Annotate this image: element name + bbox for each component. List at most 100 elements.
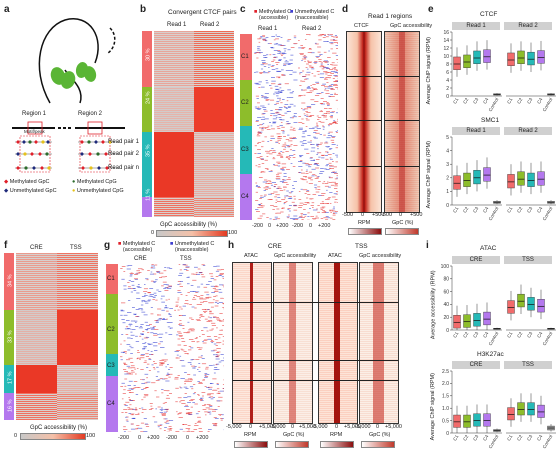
read-segment <box>264 93 269 94</box>
read-segment <box>298 95 302 97</box>
read-segment <box>325 36 329 38</box>
read-segment <box>153 363 157 364</box>
read-segment <box>276 76 281 78</box>
read-segment <box>128 357 133 359</box>
read-segment <box>327 34 329 35</box>
y-tick-label: 0.5 <box>442 418 449 424</box>
x-tick-label: C2 <box>462 97 469 105</box>
read-segment <box>153 273 157 275</box>
read-segment <box>288 70 293 71</box>
read-segment <box>302 143 307 144</box>
read-segment <box>165 397 170 399</box>
read-segment <box>140 304 144 306</box>
read-segment <box>260 105 265 107</box>
read-segment <box>138 268 143 270</box>
read-segment <box>177 281 181 282</box>
read-segment <box>275 43 279 44</box>
read-segment <box>169 308 173 309</box>
read-segment <box>283 173 287 174</box>
read-segment <box>268 187 272 189</box>
read-segment <box>316 154 318 155</box>
read-segment <box>168 376 171 378</box>
read-segment <box>177 299 180 301</box>
read-segment <box>301 217 305 218</box>
read-segment <box>177 350 180 351</box>
x-tick-label: C4 <box>536 206 543 214</box>
read-segment <box>153 334 158 336</box>
read-segment <box>153 345 158 347</box>
read-segment <box>316 143 320 145</box>
x-tick-label: C2 <box>516 331 523 339</box>
box-c2 <box>517 171 525 186</box>
read-segment <box>334 75 338 77</box>
read-segment <box>270 47 273 48</box>
panel-h-tss-colorbar-gpc <box>361 441 395 448</box>
read-segment <box>130 347 134 349</box>
read-segment <box>305 164 310 166</box>
read-segment <box>195 359 200 360</box>
read-segment <box>283 148 286 150</box>
read-segment <box>319 54 323 55</box>
read-segment <box>145 423 148 425</box>
legend-meth-gpc: ◆ Methylated GpC <box>4 179 50 185</box>
read-segment <box>209 273 213 275</box>
read-segment <box>154 390 157 392</box>
read-segment <box>193 367 196 369</box>
panel-label-c: c <box>240 4 246 15</box>
read-segment <box>330 115 333 116</box>
read-segment <box>320 63 323 65</box>
read-segment <box>335 147 338 149</box>
y-tick-label: 3 <box>446 162 449 168</box>
read-segment <box>277 44 282 46</box>
read-segment <box>333 75 338 76</box>
read-segment <box>293 35 297 37</box>
read-segment <box>293 79 298 81</box>
read-segment <box>185 300 189 301</box>
read-segment <box>298 129 303 130</box>
read-segment <box>273 191 278 193</box>
read-segment <box>293 37 297 39</box>
read-segment <box>215 345 218 346</box>
read-segment <box>336 37 338 38</box>
read-segment <box>335 171 337 173</box>
read-segment <box>143 347 147 349</box>
panel-d-col2: GpC accessibility <box>390 23 433 29</box>
read-segment <box>141 269 144 271</box>
read-segment <box>187 331 191 333</box>
read-segment <box>146 363 150 365</box>
read-segment <box>281 115 285 116</box>
read-segment <box>204 386 207 387</box>
read-segment <box>269 218 272 220</box>
read-segment <box>298 205 303 206</box>
read-segment <box>175 401 178 403</box>
read-segment <box>149 403 153 404</box>
read-segment <box>299 156 302 158</box>
read-segment <box>272 59 276 61</box>
read-segment <box>180 294 183 295</box>
read-segment <box>309 115 315 116</box>
read-segment <box>159 363 164 365</box>
read-segment <box>299 161 302 162</box>
read-segment <box>284 61 289 63</box>
read-segment <box>276 176 281 178</box>
read-segment <box>264 168 269 169</box>
read-segment <box>134 278 138 280</box>
y-tick-label: 1.0 <box>442 406 449 412</box>
read-segment <box>336 59 338 60</box>
read-segment <box>335 131 338 132</box>
read-segment <box>276 212 281 214</box>
read-segment <box>163 359 168 361</box>
read-segment <box>301 123 305 124</box>
read-segment <box>181 349 185 351</box>
read-segment <box>214 339 218 340</box>
read-segment <box>307 135 311 136</box>
read-segment <box>130 288 134 289</box>
read-segment <box>179 323 183 325</box>
read-segment <box>315 132 320 134</box>
read-segment <box>321 68 325 70</box>
read-segment <box>281 55 283 56</box>
read-segment <box>292 129 296 131</box>
read-segment <box>257 149 261 150</box>
read-segment <box>288 210 291 212</box>
read-segment <box>188 329 193 331</box>
